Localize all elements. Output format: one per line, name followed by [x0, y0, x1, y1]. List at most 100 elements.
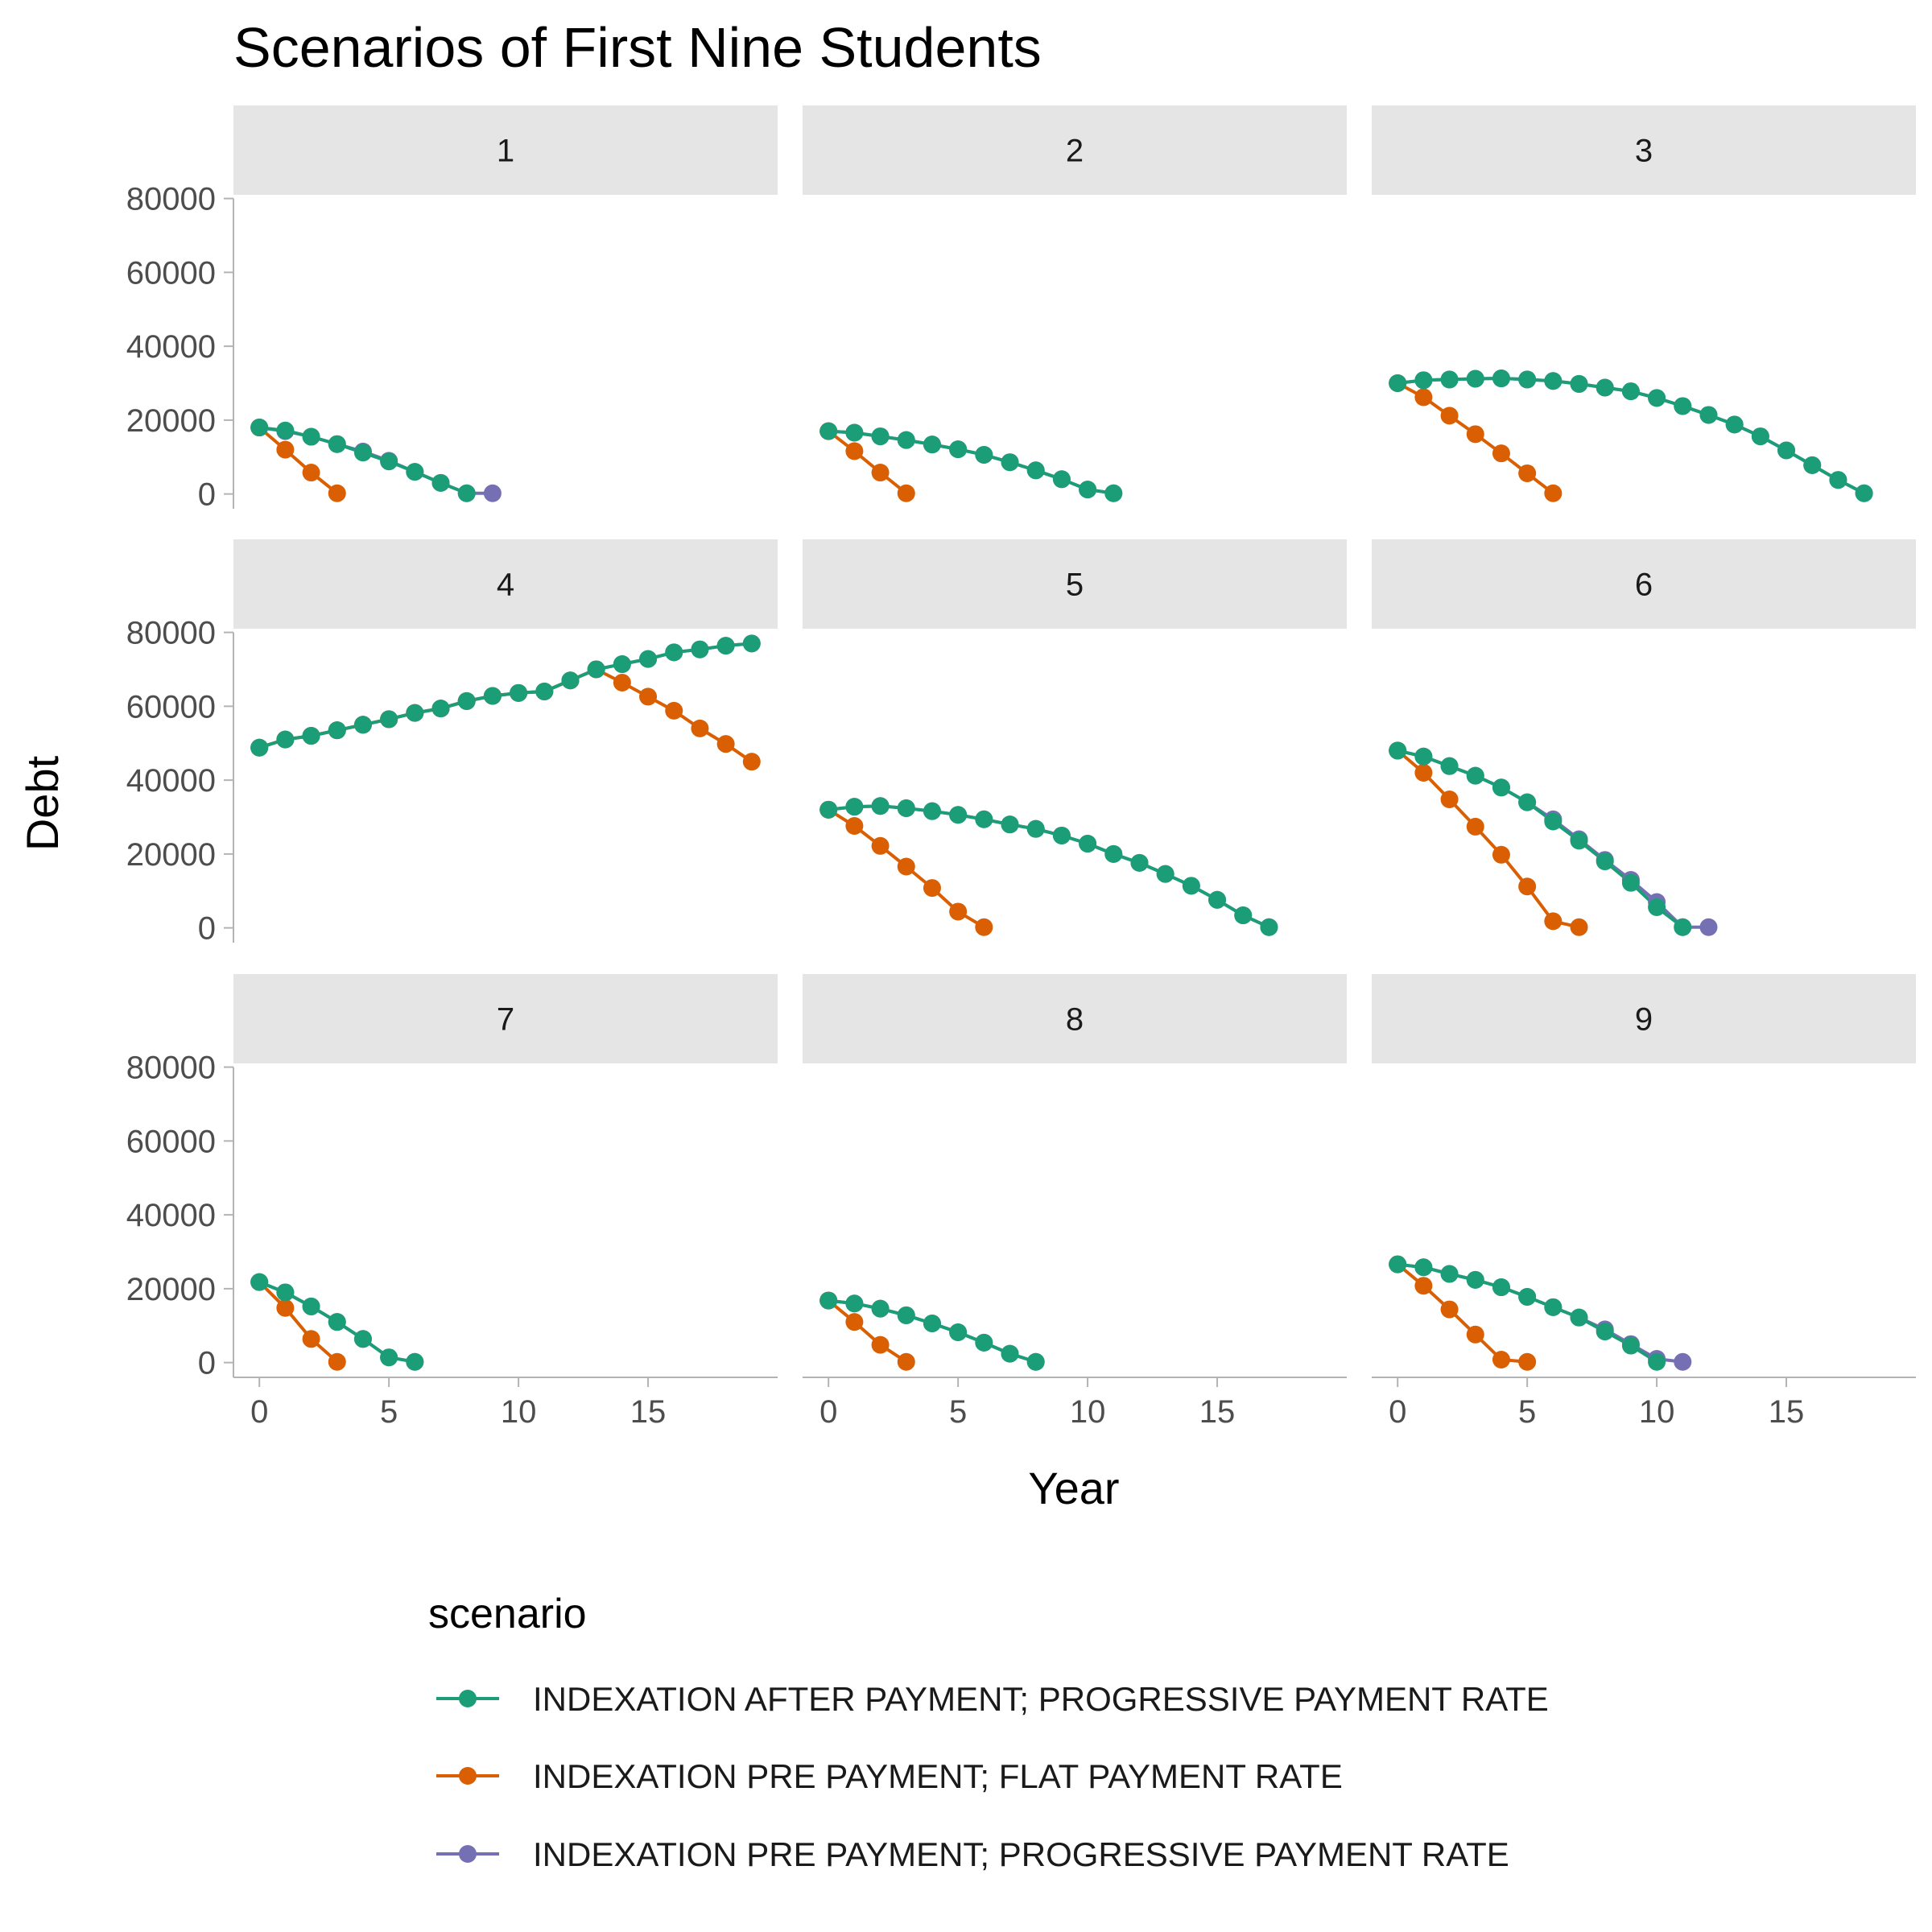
data-point-after-prog [250, 738, 269, 757]
data-point-pre-flat [302, 464, 320, 482]
data-point-pre-flat [1492, 845, 1510, 864]
data-point-after-prog [1440, 757, 1459, 775]
data-point-pre-flat [1440, 407, 1459, 425]
x-tick-label: 10 [1639, 1394, 1675, 1430]
data-point-pre-flat [302, 1330, 320, 1348]
x-tick-label: 5 [1518, 1394, 1536, 1430]
data-point-after-prog [742, 634, 761, 653]
data-point-after-prog [1130, 853, 1149, 872]
data-point-after-prog [1414, 371, 1433, 390]
data-point-after-prog [1156, 865, 1174, 883]
data-point-pre-flat [871, 464, 890, 482]
data-point-after-prog [1518, 1287, 1537, 1306]
legend-item: INDEXATION PRE PAYMENT; PROGRESSIVE PAYM… [436, 1835, 1509, 1873]
data-point-after-prog [1544, 812, 1563, 831]
data-point-after-prog [1648, 389, 1666, 407]
data-point-pre-flat [1466, 425, 1484, 444]
data-point-pre-flat [1518, 464, 1537, 482]
data-point-pre-flat [1518, 877, 1537, 896]
data-point-after-prog [1001, 453, 1019, 472]
data-point-pre-flat [871, 836, 890, 855]
series-line-pre-flat [827, 1299, 907, 1364]
data-point-pre-flat [871, 1335, 890, 1354]
data-point-pre-flat [975, 918, 993, 936]
data-point-pre-flat [328, 1352, 346, 1371]
data-point-after-prog [1466, 369, 1484, 388]
data-point-pre-flat [639, 687, 658, 706]
facet-strip-label: 1 [497, 134, 514, 169]
facet-panel-8: 8 0 5 10 15 [803, 974, 1347, 1430]
facet-strip [803, 974, 1347, 1063]
data-point-after-prog [949, 1323, 968, 1342]
data-point-after-prog [302, 727, 320, 745]
facet-panel-4: 4 0 20000 40000 60000 80000 [126, 539, 778, 947]
data-point-after-prog [1079, 481, 1097, 499]
data-point-after-prog [510, 683, 528, 702]
data-point-pre-flat [1440, 790, 1459, 808]
data-point-pre-flat [276, 440, 295, 459]
y-tick-label: 0 [198, 477, 216, 513]
facet-strip [803, 105, 1347, 195]
data-point-after-prog [1492, 369, 1510, 388]
facet-strip-label: 3 [1635, 134, 1653, 169]
y-tick-label: 80000 [126, 1051, 216, 1086]
facet-panel-3: 3 [1372, 105, 1916, 502]
data-point-pre-flat [1414, 763, 1433, 782]
data-point-after-prog [1518, 370, 1537, 389]
data-point-pre-flat [1466, 817, 1484, 836]
data-point-after-prog [1104, 484, 1123, 502]
data-point-after-prog [1052, 470, 1071, 489]
data-point-after-prog [1596, 378, 1614, 397]
data-point-pre-flat [691, 719, 709, 737]
y-tick-label: 20000 [126, 837, 216, 873]
data-point-after-prog [1389, 1255, 1407, 1274]
facet-strip-label: 7 [497, 1002, 514, 1038]
data-point-after-prog [613, 655, 631, 674]
series-line-after-prog [828, 429, 1114, 495]
series-line-pre-prog [828, 804, 1270, 929]
data-point-after-prog [1389, 374, 1407, 392]
data-point-after-prog [949, 806, 968, 824]
data-point-after-prog [639, 650, 658, 668]
data-point-after-prog [1725, 415, 1744, 434]
x-tick-label: 0 [1389, 1394, 1406, 1430]
data-point-after-prog [1001, 1344, 1019, 1363]
data-point-after-prog [250, 1273, 269, 1291]
data-point-after-prog [431, 700, 450, 718]
data-point-after-prog [691, 640, 709, 658]
data-point-after-prog [1596, 1323, 1614, 1341]
data-point-pre-flat [1570, 918, 1588, 936]
data-point-after-prog [1751, 427, 1769, 446]
y-tick-label: 80000 [126, 616, 216, 651]
facet-panel-7: 7 0 20000 40000 60000 80000 0 5 10 15 [126, 974, 778, 1430]
legend-item: INDEXATION AFTER PAYMENT; PROGRESSIVE PA… [436, 1680, 1549, 1718]
data-point-after-prog [897, 431, 915, 449]
x-tick-label: 0 [819, 1394, 837, 1430]
data-point-pre-prog [1674, 1352, 1692, 1371]
data-point-after-prog [483, 687, 502, 705]
facet-panel-2: 2 [803, 105, 1347, 502]
y-tick-label: 40000 [126, 329, 216, 365]
data-point-pre-flat [1466, 1325, 1484, 1344]
data-point-pre-flat [845, 817, 864, 836]
facet-strip-label: 5 [1066, 568, 1084, 603]
data-point-after-prog [1621, 382, 1640, 401]
facet-strip-label: 8 [1066, 1002, 1084, 1038]
data-point-after-prog [406, 704, 424, 722]
legend-point-swatch [459, 1845, 477, 1863]
legend-item: INDEXATION PRE PAYMENT; FLAT PAYMENT RAT… [436, 1757, 1343, 1795]
x-tick-label: 5 [949, 1394, 967, 1430]
data-point-after-prog [975, 810, 993, 828]
y-axis-title: Debt [17, 755, 68, 851]
data-point-after-prog [380, 452, 398, 471]
series-line-after-prog [1397, 1262, 1658, 1364]
data-point-after-prog [1777, 441, 1796, 460]
data-point-pre-flat [845, 442, 864, 460]
data-point-pre-flat [328, 484, 346, 502]
legend: scenario INDEXATION AFTER PAYMENT; PROGR… [428, 1591, 1549, 1873]
data-point-after-prog [819, 800, 838, 819]
data-point-after-prog [1570, 374, 1588, 393]
data-point-pre-flat [1440, 1300, 1459, 1319]
